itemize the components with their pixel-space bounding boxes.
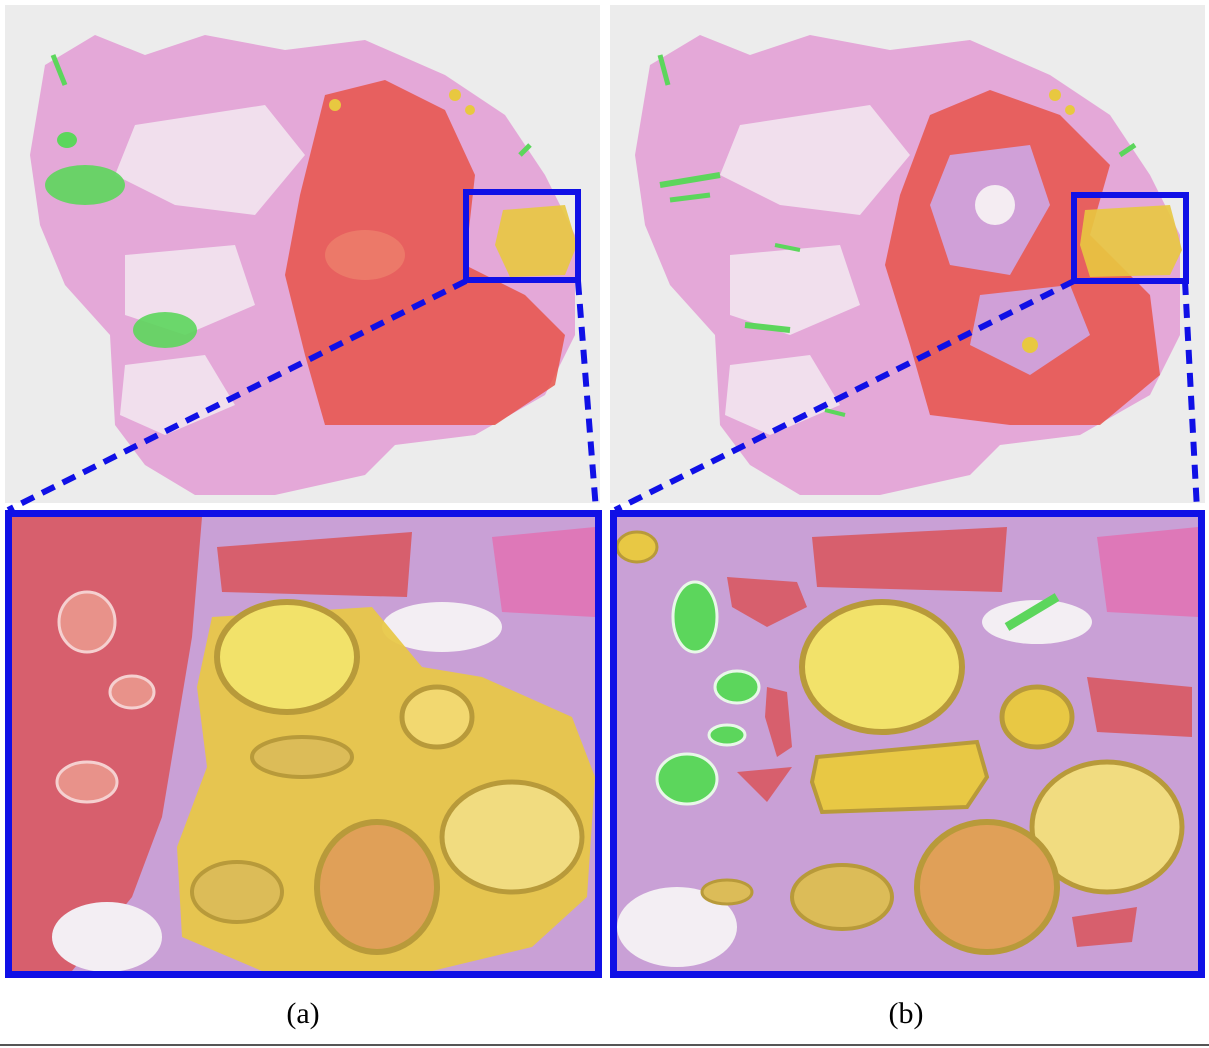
panel-b-connector-lines [613, 278, 1200, 513]
panel-b-overview-image [635, 35, 1189, 495]
bottom-rule [0, 1044, 1209, 1046]
panel-a-zoom-image [12, 517, 595, 971]
panel-a-caption: (a) [286, 997, 320, 1030]
panel-b-zoom-view [610, 510, 1205, 978]
panel-a: (a) [0, 0, 605, 1040]
panel-b-highlight-box [1071, 192, 1189, 284]
panel-b-caption: (b) [888, 997, 924, 1030]
panel-b: (b) [605, 0, 1209, 1040]
panel-a-overview-slide [5, 5, 600, 503]
panel-b-zoom-image [617, 517, 1198, 971]
panel-a-zoom-view [5, 510, 602, 978]
panel-a-connector-lines [6, 278, 599, 513]
panel-b-overview-slide [610, 5, 1205, 503]
panel-a-highlight-box [463, 189, 581, 283]
panel-a-overview-image [30, 35, 581, 495]
